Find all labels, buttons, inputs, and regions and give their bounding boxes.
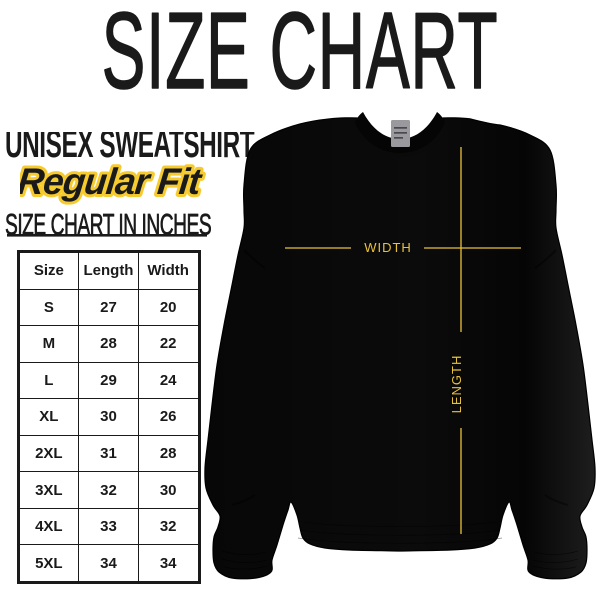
svg-text:LENGTH: LENGTH: [449, 355, 464, 414]
svg-text:WIDTH: WIDTH: [364, 240, 412, 255]
